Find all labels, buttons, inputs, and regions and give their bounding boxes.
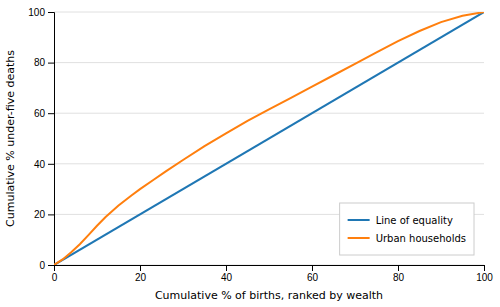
grid-line [54,113,484,114]
tick-label: 20 [135,272,147,283]
series-line [54,12,484,265]
tick-label: 80 [34,57,46,68]
legend-item: Line of equality [348,215,453,226]
tick: 40 [34,159,54,170]
tick-label: 20 [34,209,46,220]
legend-label: Urban households [376,233,466,244]
y-axis-title: Cumulative % under-five deaths [4,50,17,227]
tick-mark [484,265,485,271]
tick: 40 [221,265,233,283]
tick: 60 [34,108,54,119]
tick-label: 100 [28,7,45,18]
tick: 100 [476,265,493,283]
legend-swatch [348,219,370,221]
tick-label: 0 [52,272,58,283]
tick: 80 [34,57,54,68]
tick-label: 60 [34,108,46,119]
legend-swatch [348,237,370,239]
tick-mark [48,113,54,114]
tick-mark [226,265,227,271]
tick-label: 40 [221,272,233,283]
legend-box [340,203,474,255]
tick-mark [48,63,54,64]
legend-label: Line of equality [376,215,453,226]
tick: 100 [28,7,54,18]
grid-line [54,12,484,13]
tick: 0 [52,265,58,283]
tick-mark [48,265,54,266]
axis-line [48,13,55,266]
x-axis-title: Cumulative % of births, ranked by wealth [155,289,383,302]
tick-mark [48,164,54,165]
tick-label: 40 [34,159,46,170]
tick-mark [312,265,313,271]
grid-line [54,62,484,63]
series-line [54,12,484,265]
tick-mark [140,265,141,271]
plot: 0 20 40 60 80 100 0 20 40 60 80 100 Line of equality… [28,7,493,283]
lines [54,12,484,265]
chart: 0 20 40 60 80 100 0 20 40 60 80 100 Line of equality… [0,0,500,307]
grid-line [54,163,484,164]
tick-label: 0 [39,260,45,271]
tick: 60 [307,265,319,283]
tick: 20 [135,265,147,283]
tick-mark [48,12,54,13]
tick-mark [398,265,399,271]
tick-label: 100 [476,272,493,283]
tick-mark [48,214,54,215]
y-grid [54,12,484,265]
legend: Line of equality Urban households [340,203,474,255]
legend-item: Urban households [348,233,466,244]
tick: 20 [34,209,54,220]
tick-label: 80 [393,272,405,283]
y-axis: 0 20 40 60 80 100 [28,7,54,271]
tick: 80 [393,265,405,283]
x-axis: 0 20 40 60 80 100 [52,265,494,283]
tick-label: 60 [307,272,319,283]
axis-line [55,266,485,272]
tick: 0 [39,260,54,271]
